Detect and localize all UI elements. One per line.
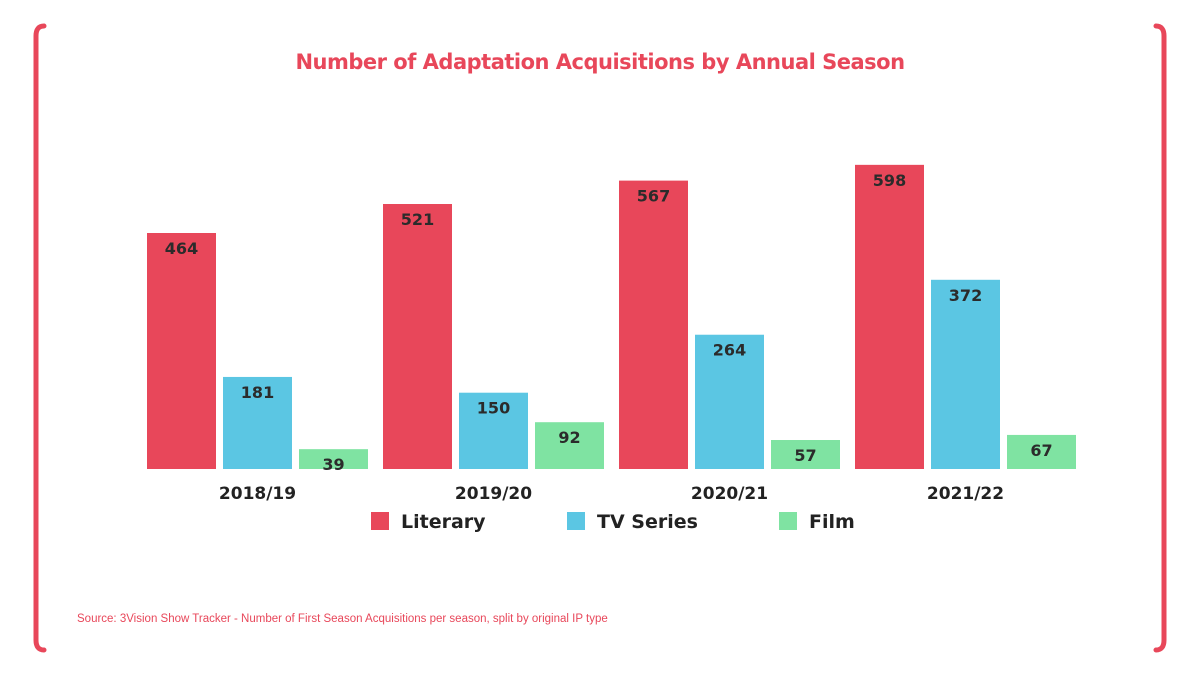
- data-label: 39: [322, 455, 344, 474]
- bar-tv-series: [931, 279, 1000, 469]
- data-label: 464: [165, 239, 198, 258]
- legend-swatch: [371, 512, 389, 530]
- bar-literary: [383, 204, 452, 470]
- bar-tv-series: [459, 392, 528, 469]
- x-tick-label: 2019/20: [455, 484, 532, 504]
- source-note: Source: 3Vision Show Tracker - Number of…: [77, 613, 608, 625]
- x-tick-label: 2018/19: [219, 484, 296, 504]
- bar-tv-series: [223, 376, 292, 469]
- data-label: 264: [713, 341, 746, 360]
- bar-film: [771, 440, 840, 469]
- x-tick-label: 2020/21: [691, 484, 768, 504]
- bar-film: [535, 422, 604, 469]
- bar-literary: [855, 164, 924, 469]
- data-label: 372: [949, 286, 982, 305]
- data-label: 567: [637, 187, 670, 206]
- chart-title: Number of Adaptation Acquisitions by Ann…: [295, 50, 905, 74]
- right-bracket: [1153, 23, 1167, 653]
- bar-film: [1007, 434, 1076, 469]
- legend-swatch: [567, 512, 585, 530]
- legend-label: TV Series: [597, 511, 698, 533]
- legend-label: Film: [809, 511, 855, 533]
- data-label: 57: [794, 446, 816, 465]
- x-tick-label: 2021/22: [927, 484, 1004, 504]
- data-label: 150: [477, 399, 510, 418]
- data-label: 92: [558, 428, 580, 447]
- left-bracket: [33, 23, 47, 653]
- data-label: 521: [401, 210, 434, 229]
- data-label: 67: [1030, 441, 1052, 460]
- legend-label: Literary: [401, 511, 486, 533]
- legend-swatch: [779, 512, 797, 530]
- bar-literary: [147, 233, 216, 469]
- bar-film: [299, 449, 368, 469]
- data-label: 598: [873, 171, 906, 190]
- bar-literary: [619, 180, 688, 470]
- data-label: 181: [241, 383, 274, 402]
- bar-tv-series: [695, 334, 764, 469]
